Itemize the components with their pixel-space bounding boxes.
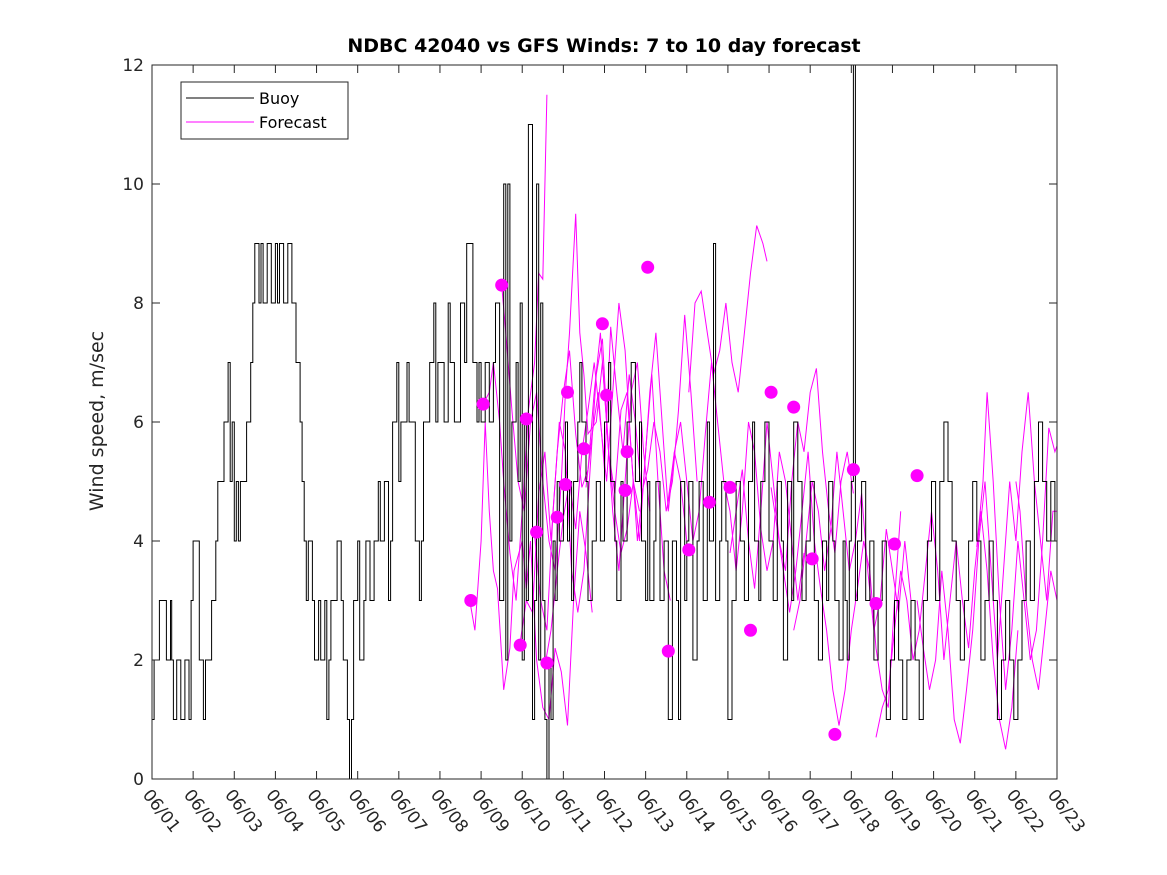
forecast-marker [577, 442, 591, 456]
legend-forecast-label: Forecast [259, 113, 327, 132]
y-tick-label: 10 [122, 175, 144, 195]
forecast-marker [540, 656, 554, 670]
forecast-marker [641, 260, 655, 274]
y-tick-label: 8 [133, 294, 144, 314]
x-tick-label: 06/05 [303, 786, 349, 837]
forecast-marker [550, 510, 564, 524]
forecast-line [688, 225, 768, 393]
x-tick-label: 06/04 [261, 786, 307, 837]
forecast-marker [744, 623, 757, 637]
legend: Buoy Forecast [180, 81, 349, 140]
x-tick-label: 06/23 [1043, 786, 1089, 837]
x-axis: 06/0106/0206/0306/0406/0506/0606/0706/08… [138, 65, 1089, 837]
forecast-line [916, 392, 1057, 744]
y-tick-label: 6 [133, 413, 144, 433]
x-tick-label: 06/13 [632, 786, 678, 837]
x-tick-label: 06/10 [508, 786, 554, 837]
forecast-marker [495, 278, 509, 292]
forecast-marker [513, 638, 527, 652]
forecast-marker [661, 644, 675, 658]
legend-buoy-label: Buoy [259, 89, 299, 108]
forecast-marker [702, 495, 716, 509]
forecast-marker [519, 412, 533, 426]
forecast-marker [828, 727, 842, 741]
forecast-marker [600, 388, 614, 402]
chart-title: NDBC 42040 vs GFS Winds: 7 to 10 day for… [347, 35, 860, 57]
x-tick-label: 06/18 [837, 786, 883, 837]
forecast-line [519, 332, 651, 643]
x-tick-label: 06/03 [220, 786, 266, 837]
legend-box [180, 81, 349, 140]
forecast-marker [530, 525, 544, 539]
y-tick-label: 12 [122, 56, 144, 76]
forecast-line [1015, 481, 1058, 690]
forecast-marker [620, 445, 634, 459]
forecast-marker [846, 463, 860, 477]
forecast-marker [476, 397, 490, 411]
forecast-marker [595, 317, 609, 331]
x-tick-label: 06/20 [920, 786, 966, 837]
forecast-line [976, 392, 1058, 690]
x-tick-label: 06/11 [549, 786, 595, 837]
forecast-marker [805, 552, 819, 566]
forecast-marker [682, 543, 696, 557]
buoy-line [152, 64, 1057, 780]
x-tick-label: 06/14 [673, 786, 719, 837]
x-tick-label: 06/08 [426, 786, 472, 837]
forecast-marker [869, 597, 883, 610]
forecast-marker [910, 469, 924, 483]
x-tick-label: 06/06 [344, 786, 390, 837]
y-tick-label: 4 [133, 532, 144, 552]
x-tick-label: 06/01 [138, 786, 184, 837]
y-tick-label: 0 [133, 770, 144, 790]
plot-area [152, 64, 1058, 780]
forecast-marker [561, 385, 574, 399]
x-tick-label: 06/22 [1002, 786, 1048, 837]
forecast-marker [618, 483, 632, 497]
x-tick-label: 06/19 [879, 786, 925, 837]
x-tick-label: 06/15 [714, 786, 760, 837]
y-axis-label: Wind speed, m/sec [86, 331, 108, 511]
forecast-marker [787, 400, 801, 414]
forecast-marker [764, 385, 778, 399]
y-axis: 0 2 4 6 8 10 12 [122, 56, 1057, 790]
x-tick-label: 06/12 [591, 786, 637, 837]
y-tick-label: 2 [133, 651, 144, 671]
forecast-marker [558, 478, 572, 491]
x-tick-label: 06/09 [467, 786, 513, 837]
forecast-line [793, 451, 912, 631]
forecast-marker [464, 594, 478, 607]
x-tick-label: 06/16 [755, 786, 801, 837]
x-tick-label: 06/21 [961, 786, 1007, 837]
forecast-line [770, 451, 902, 726]
forecast-line [875, 511, 1019, 750]
x-tick-label: 06/17 [796, 786, 842, 837]
forecast-marker [723, 480, 737, 494]
x-tick-label: 06/07 [385, 786, 431, 837]
x-tick-label: 06/02 [179, 786, 225, 837]
forecast-marker [888, 537, 901, 551]
